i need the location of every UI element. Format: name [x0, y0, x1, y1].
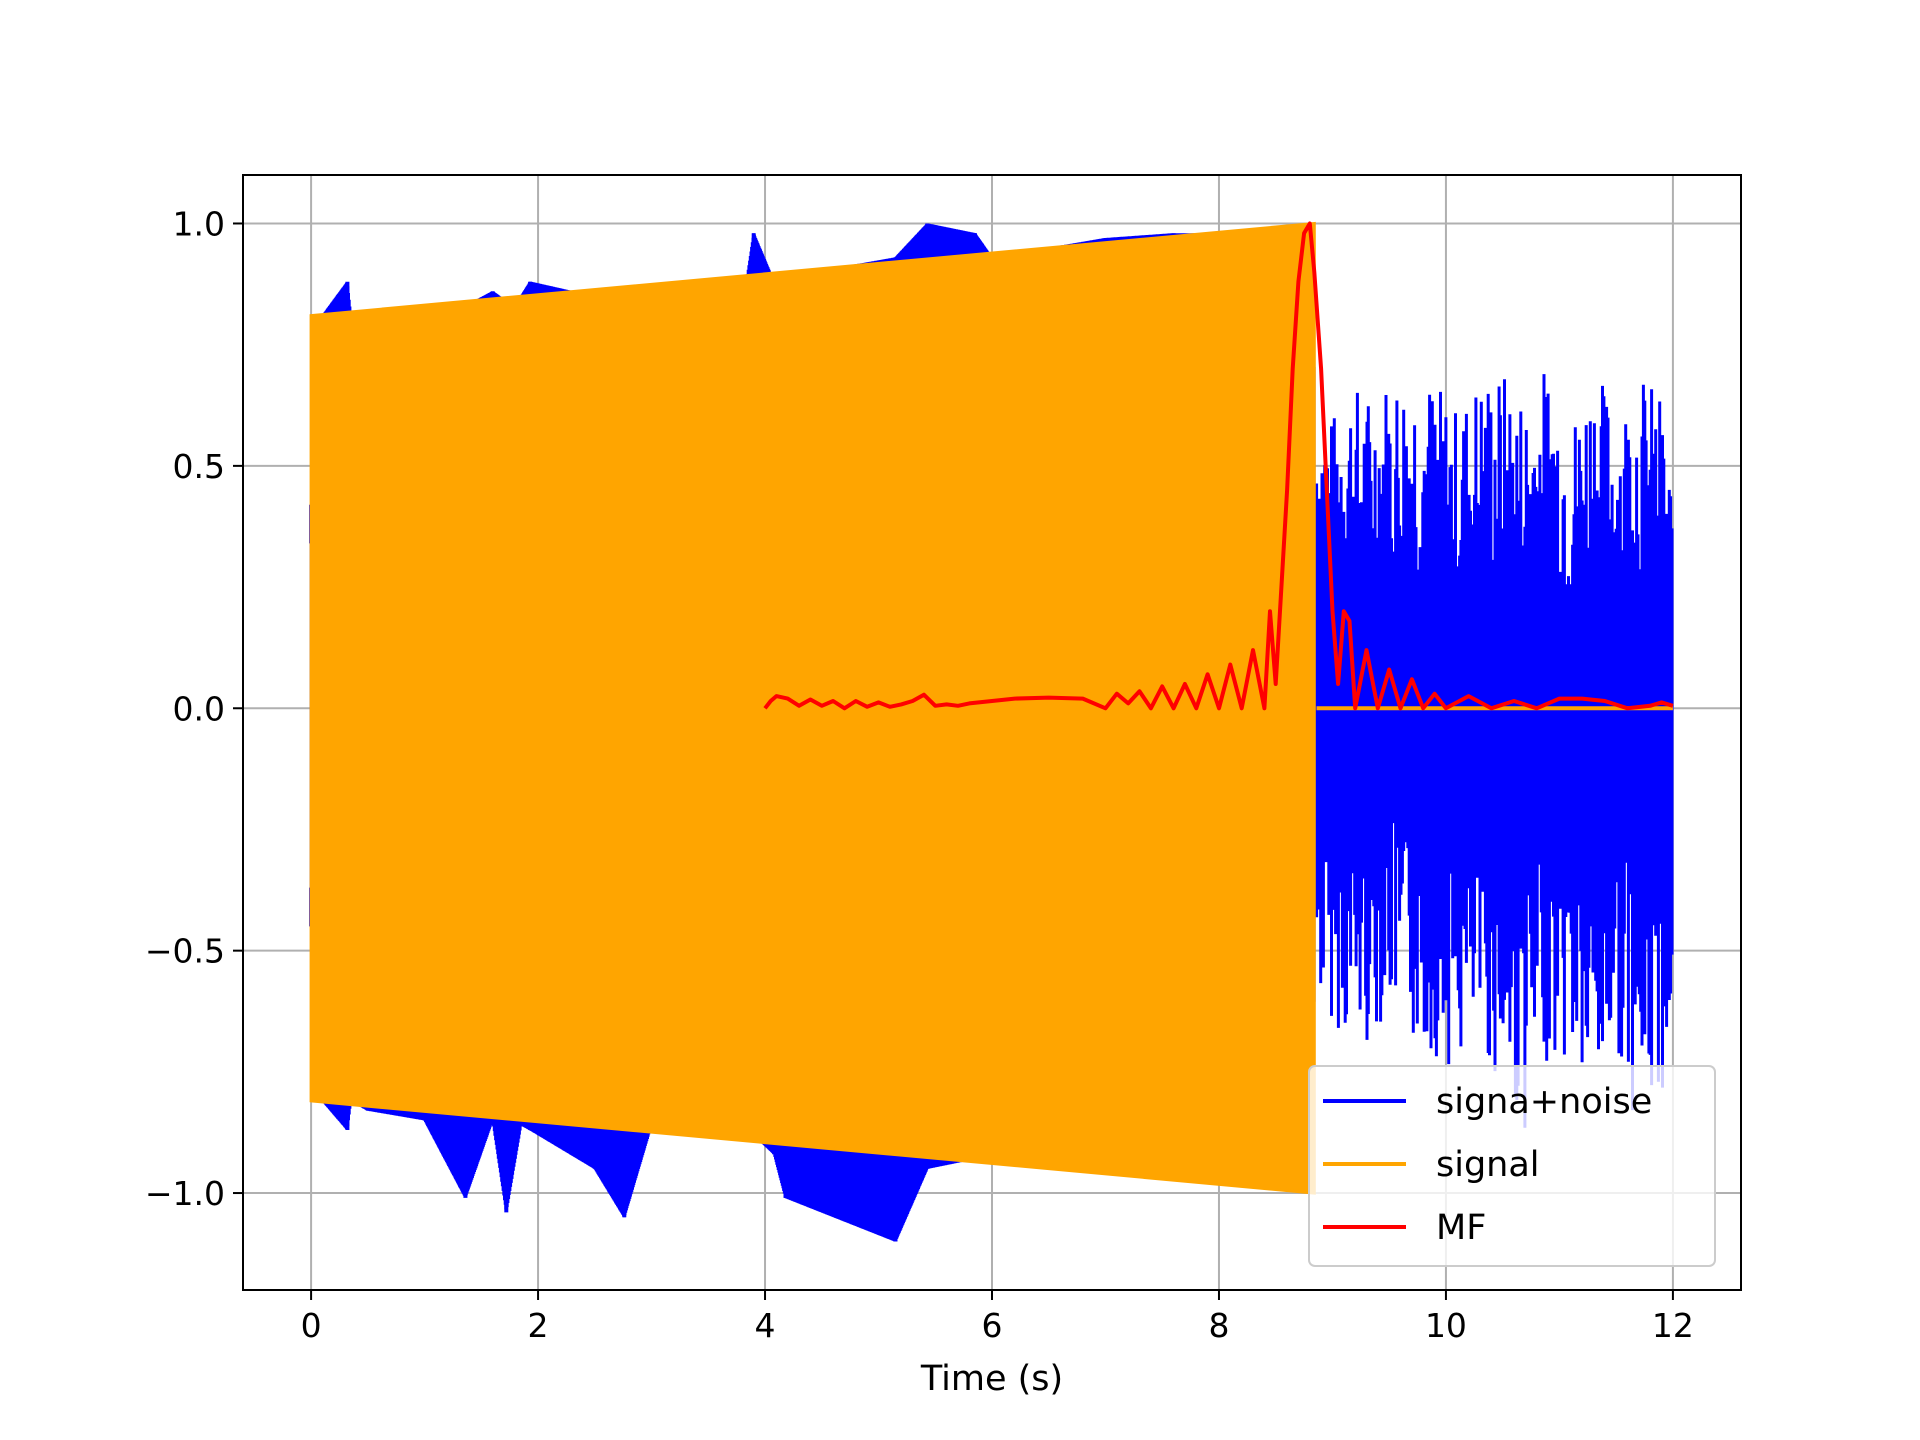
x-tick-label: 0: [301, 1306, 322, 1345]
x-axis-label: Time (s): [920, 1359, 1063, 1399]
legend-label: signa+noise: [1436, 1082, 1652, 1122]
series-signal-band: [309, 221, 1316, 1195]
legend-label: MF: [1436, 1208, 1486, 1248]
x-tick-label: 8: [1208, 1306, 1229, 1345]
y-tick-label: 0.0: [173, 689, 225, 728]
y-axis: −1.0 −0.5 0.0 0.5 1.0: [145, 204, 243, 1213]
legend-label: signal: [1436, 1145, 1540, 1185]
series-mf-line: [763, 221, 1674, 711]
x-tick-label: 2: [528, 1306, 549, 1345]
x-tick-label: 10: [1425, 1306, 1467, 1345]
x-tick-label: 12: [1652, 1306, 1694, 1345]
y-tick-label: −1.0: [145, 1174, 225, 1213]
legend-box: [1308, 1065, 1716, 1267]
x-tick-label: 4: [755, 1306, 776, 1345]
legend: signa+noise signal MF: [1308, 1065, 1716, 1267]
y-tick-label: 1.0: [173, 204, 225, 243]
y-tick-label: −0.5: [145, 932, 225, 971]
y-tick-label: 0.5: [173, 447, 225, 486]
x-tick-label: 6: [982, 1306, 1003, 1345]
x-axis: 0 2 4 6 8 10 12: [301, 1290, 1694, 1345]
